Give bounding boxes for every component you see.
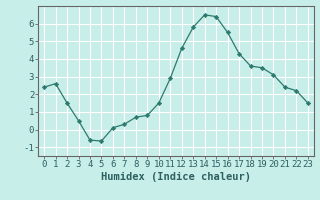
X-axis label: Humidex (Indice chaleur): Humidex (Indice chaleur) — [101, 172, 251, 182]
